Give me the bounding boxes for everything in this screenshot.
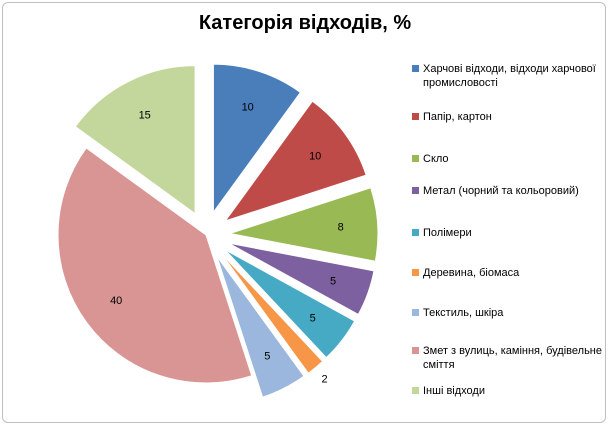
data-label-5: 5 [310, 313, 316, 325]
data-label-2: 10 [309, 151, 321, 163]
pie-slice-2 [224, 100, 367, 222]
data-label-6: 2 [322, 373, 328, 385]
pie-slice-8 [57, 147, 253, 384]
legend-label: Харчові відходи, відходи харчової промис… [423, 63, 596, 89]
data-label-9: 15 [139, 110, 151, 122]
legend-swatch [412, 229, 419, 236]
legend-label: Скло [423, 153, 449, 165]
pie-slice-5 [224, 249, 356, 359]
legend-swatch [412, 187, 419, 194]
legend-label: Інші відходи [423, 385, 485, 397]
legend-swatch [412, 387, 419, 394]
chart-title: Категорія відходів, % [198, 12, 412, 34]
legend-swatch [412, 155, 419, 162]
data-label-7: 5 [264, 350, 270, 362]
legend-label: Папір, картон [423, 111, 492, 123]
legend-label: Полімери [423, 227, 472, 239]
legend-swatch [412, 309, 419, 316]
legend-swatch [412, 347, 419, 354]
legend-swatch [412, 269, 419, 276]
pie-slice-4 [228, 242, 375, 316]
data-label-4: 5 [330, 276, 336, 288]
legend-swatch [412, 113, 419, 120]
legend-swatch [412, 65, 419, 72]
data-label-3: 8 [338, 222, 344, 234]
pie-slice-3 [229, 187, 379, 262]
pie-slice-9 [74, 65, 196, 215]
data-label-1: 10 [242, 102, 254, 114]
legend-label: Текстиль, шкіра [423, 307, 504, 319]
pie-slice-1 [212, 63, 302, 214]
legend-label: Змет з вулиць, каміння, будівельне смітт… [423, 345, 602, 371]
legend-label: Деревина, біомаса [423, 267, 520, 279]
pie-slice-7 [216, 256, 305, 398]
data-label-8: 40 [110, 295, 122, 307]
pie-slice-6 [220, 253, 324, 374]
legend-label: Метал (чорний та кольоровий) [423, 185, 579, 197]
